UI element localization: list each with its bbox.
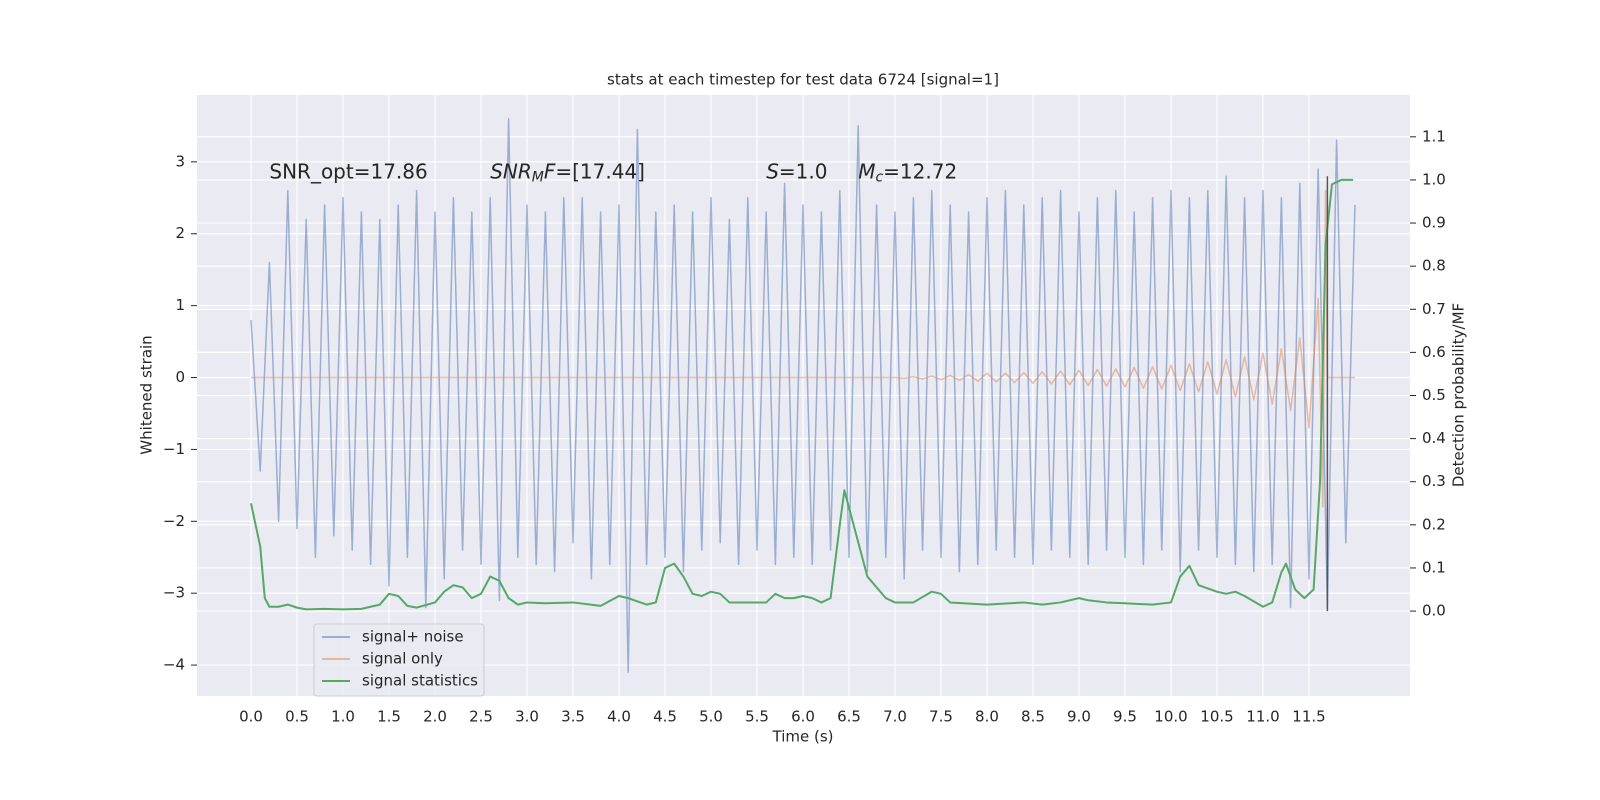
annotation-part: =[17.44] [555,159,645,183]
series-line [251,189,1355,508]
x-tick-label: 7.5 [929,708,953,726]
annotation-part: =1.0 [779,159,828,183]
legend-label: signal+ noise [362,628,464,646]
y-tick-label: 0 [175,368,185,386]
y2-tick-label: 0.0 [1422,602,1446,620]
y-tick-label: −2 [163,512,185,530]
y2-tick-label: 0.7 [1422,300,1446,318]
x-tick-label: 0.5 [285,708,309,726]
y-axis-label: Whitened strain [138,335,156,454]
x-tick-label: 1.5 [377,708,401,726]
x-tick-label: 2.5 [469,708,493,726]
y-tick-label: 2 [175,224,185,242]
x-tick-label: 11.5 [1292,708,1325,726]
x-tick-label: 2.0 [423,708,447,726]
annotation: SNRMF=[17.44] [490,159,645,186]
x-tick-label: 8.0 [975,708,999,726]
legend-box [313,623,485,697]
x-tick-label: 9.0 [1067,708,1091,726]
legend-label: signal only [362,650,443,668]
y2-tick-label: 1.1 [1422,127,1446,145]
annotation: SNR_opt=17.86 [269,159,427,183]
x-tick-label: 6.0 [791,708,815,726]
legend: signal+ noise signal only signal statistic… [313,623,485,697]
x-tick-label: 11.0 [1246,708,1279,726]
y-tick-label: −3 [163,584,185,602]
x-tick-label: 10.0 [1154,708,1187,726]
chart-title: stats at each timestep for test data 672… [607,71,999,89]
annotation-part: M [532,170,544,186]
y2-tick-label: 1.0 [1422,170,1446,188]
x-tick-label: 3.0 [515,708,539,726]
y2-tick-label: 0.4 [1422,429,1446,447]
y2-tick-label: 0.1 [1422,558,1446,576]
annotation-part: SNR [490,159,532,183]
x-tick-label: 4.5 [653,708,677,726]
x-tick-label: 0.0 [239,708,263,726]
annotation-part: M [858,159,875,183]
annotation-part: SNR_opt=17.86 [269,159,427,183]
x-tick-label: 7.0 [883,708,907,726]
y-tick-label: 3 [175,152,185,170]
x-tick-label: 3.5 [561,708,585,726]
x-tick-label: 5.0 [699,708,723,726]
x-tick-label: 6.5 [837,708,861,726]
x-tick-label: 10.5 [1200,708,1233,726]
series-line [250,178,1354,611]
annotation: Mc=12.72 [858,159,957,186]
annotation-part: F [544,159,556,183]
annotation: S=1.0 [766,159,827,183]
y2-tick-label: 0.2 [1422,515,1446,533]
y2-tick-label: 0.6 [1422,343,1446,361]
grid [197,95,1410,696]
series-line [250,117,1356,674]
y2-tick-label: 0.9 [1422,214,1446,232]
x-tick-label: 1.0 [331,708,355,726]
y-tick-label: −4 [163,656,185,674]
x-tick-label: 9.5 [1113,708,1137,726]
x-axis-label: Time (s) [772,728,834,746]
legend-label: signal statistics [362,672,478,690]
x-tick-label: 5.5 [745,708,769,726]
y-tick-label: −1 [163,440,185,458]
x-tick-label: 4.0 [607,708,631,726]
y2-tick-label: 0.3 [1422,472,1446,490]
y2-tick-label: 0.5 [1422,386,1446,404]
annotation-part: c [875,170,883,186]
x-tick-label: 8.5 [1021,708,1045,726]
annotation-part: =12.72 [883,159,957,183]
y2-tick-label: 0.8 [1422,257,1446,275]
y2-axis-label: Detection probability/MF [1450,303,1468,487]
annotation-part: S [766,159,779,183]
y-tick-label: 1 [175,296,185,314]
